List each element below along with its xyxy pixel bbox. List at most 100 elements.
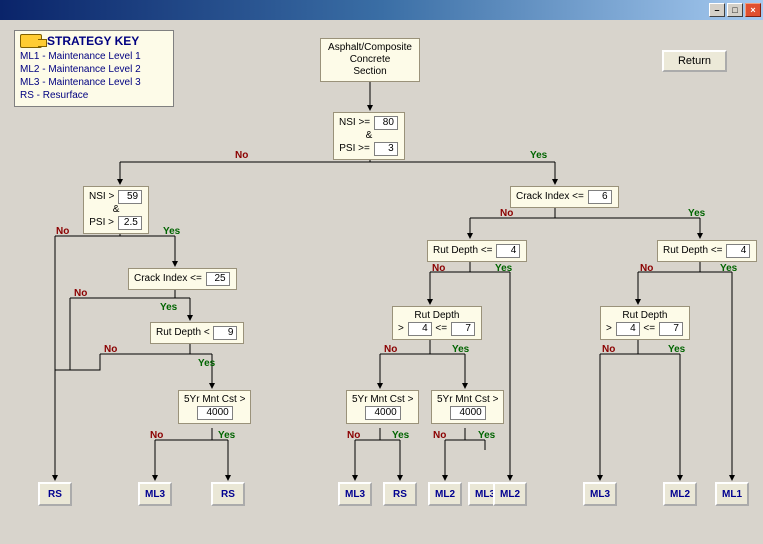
node-nsi-psi-2: NSI > 59 & PSI > 2.5 <box>83 186 149 234</box>
text: <= <box>435 323 447 334</box>
leaf-ml1[interactable]: ML1 <box>715 482 749 506</box>
text: Rut Depth <box>606 310 684 322</box>
text: >= <box>358 117 370 128</box>
label-no: No <box>384 344 397 355</box>
text: <= <box>481 245 493 256</box>
leaf-ml2[interactable]: ML2 <box>663 482 697 506</box>
value-field[interactable]: 2.5 <box>118 216 142 230</box>
value-field[interactable]: 6 <box>588 190 612 204</box>
value-field[interactable]: 4000 <box>450 406 486 420</box>
value-field[interactable]: 4 <box>496 244 520 258</box>
legend-title: STRATEGY KEY <box>47 34 139 48</box>
value-field[interactable]: 59 <box>118 190 142 204</box>
text: & <box>89 204 143 216</box>
text: 5Yr Mnt Cst > <box>352 394 413 406</box>
label-no: No <box>150 430 163 441</box>
label-yes: Yes <box>160 302 177 313</box>
text: > <box>108 191 114 202</box>
legend-row: RS - Resurface <box>20 89 168 102</box>
node-rut-depth-left: Rut Depth < 9 <box>150 322 244 344</box>
label-no: No <box>500 208 513 219</box>
text: PSI <box>89 217 105 228</box>
leaf-ml3[interactable]: ML3 <box>583 482 617 506</box>
label-no: No <box>602 344 615 355</box>
text: >= <box>358 143 370 154</box>
node-rut-depth-range-center: Rut Depth > 4 <= 7 <box>392 306 482 340</box>
label-no: No <box>433 430 446 441</box>
label-yes: Yes <box>392 430 409 441</box>
leaf-ml2[interactable]: ML2 <box>493 482 527 506</box>
text: Crack Index <box>134 273 187 284</box>
text: NSI <box>339 117 356 128</box>
label-no: No <box>432 263 445 274</box>
label-yes: Yes <box>668 344 685 355</box>
label-yes: Yes <box>688 208 705 219</box>
text: > <box>108 217 114 228</box>
value-field[interactable]: 80 <box>374 116 398 130</box>
text: <= <box>572 191 584 202</box>
leaf-ml3[interactable]: ML3 <box>138 482 172 506</box>
leaf-rs[interactable]: RS <box>383 482 417 506</box>
leaf-ml2[interactable]: ML2 <box>428 482 462 506</box>
legend-row: ML3 - Maintenance Level 3 <box>20 76 168 89</box>
text: <= <box>711 245 723 256</box>
value-field[interactable]: 3 <box>374 142 398 156</box>
leaf-rs[interactable]: RS <box>211 482 245 506</box>
text: Rut Depth <box>398 310 476 322</box>
text: Section <box>326 66 414 78</box>
node-mnt-cost-left: 5Yr Mnt Cst > 4000 <box>178 390 251 424</box>
label-yes: Yes <box>452 344 469 355</box>
label-yes: Yes <box>218 430 235 441</box>
node-rut-depth-range-right: Rut Depth > 4 <= 7 <box>600 306 690 340</box>
text: > <box>606 323 612 334</box>
label-yes: Yes <box>530 150 547 161</box>
value-field[interactable]: 4 <box>616 322 640 336</box>
value-field[interactable]: 9 <box>213 326 237 340</box>
text: 5Yr Mnt Cst > <box>437 394 498 406</box>
label-no: No <box>104 344 117 355</box>
text: PSI <box>339 143 355 154</box>
text: < <box>204 327 210 338</box>
value-field[interactable]: 4 <box>726 244 750 258</box>
window-titlebar: – □ × <box>0 0 763 20</box>
strategy-key-legend: STRATEGY KEY ML1 - Maintenance Level 1 M… <box>14 30 174 107</box>
text: 5Yr Mnt Cst > <box>184 394 245 406</box>
node-root: Asphalt/Composite Concrete Section <box>320 38 420 82</box>
text: Rut Depth <box>433 245 478 256</box>
minimize-button[interactable]: – <box>709 3 725 17</box>
text: NSI <box>89 191 106 202</box>
node-crack-index-right: Crack Index <= 6 <box>510 186 619 208</box>
leaf-ml3[interactable]: ML3 <box>338 482 372 506</box>
legend-row: ML1 - Maintenance Level 1 <box>20 50 168 63</box>
value-field[interactable]: 4000 <box>365 406 401 420</box>
label-yes: Yes <box>198 358 215 369</box>
node-rut-depth-right: Rut Depth <= 4 <box>657 240 757 262</box>
value-field[interactable]: 4000 <box>197 406 233 420</box>
text: > <box>398 323 404 334</box>
maximize-button[interactable]: □ <box>727 3 743 17</box>
text: Rut Depth <box>663 245 708 256</box>
value-field[interactable]: 7 <box>451 322 475 336</box>
return-button[interactable]: Return <box>662 50 727 72</box>
label-yes: Yes <box>495 263 512 274</box>
node-rut-depth-mid-left: Rut Depth <= 4 <box>427 240 527 262</box>
label-yes: Yes <box>720 263 737 274</box>
value-field[interactable]: 7 <box>659 322 683 336</box>
label-no: No <box>235 150 248 161</box>
node-mnt-cost-center-2: 5Yr Mnt Cst > 4000 <box>431 390 504 424</box>
text: Asphalt/Composite <box>326 42 414 54</box>
leaf-rs[interactable]: RS <box>38 482 72 506</box>
legend-row: ML2 - Maintenance Level 2 <box>20 63 168 76</box>
text: Concrete <box>326 54 414 66</box>
value-field[interactable]: 4 <box>408 322 432 336</box>
label-yes: Yes <box>163 226 180 237</box>
label-no: No <box>56 226 69 237</box>
value-field[interactable]: 25 <box>206 272 230 286</box>
text: Rut Depth <box>156 327 201 338</box>
canvas: STRATEGY KEY ML1 - Maintenance Level 1 M… <box>0 20 763 544</box>
text: <= <box>643 323 655 334</box>
text: <= <box>190 273 202 284</box>
key-icon <box>20 34 42 48</box>
close-button[interactable]: × <box>745 3 761 17</box>
label-yes: Yes <box>478 430 495 441</box>
